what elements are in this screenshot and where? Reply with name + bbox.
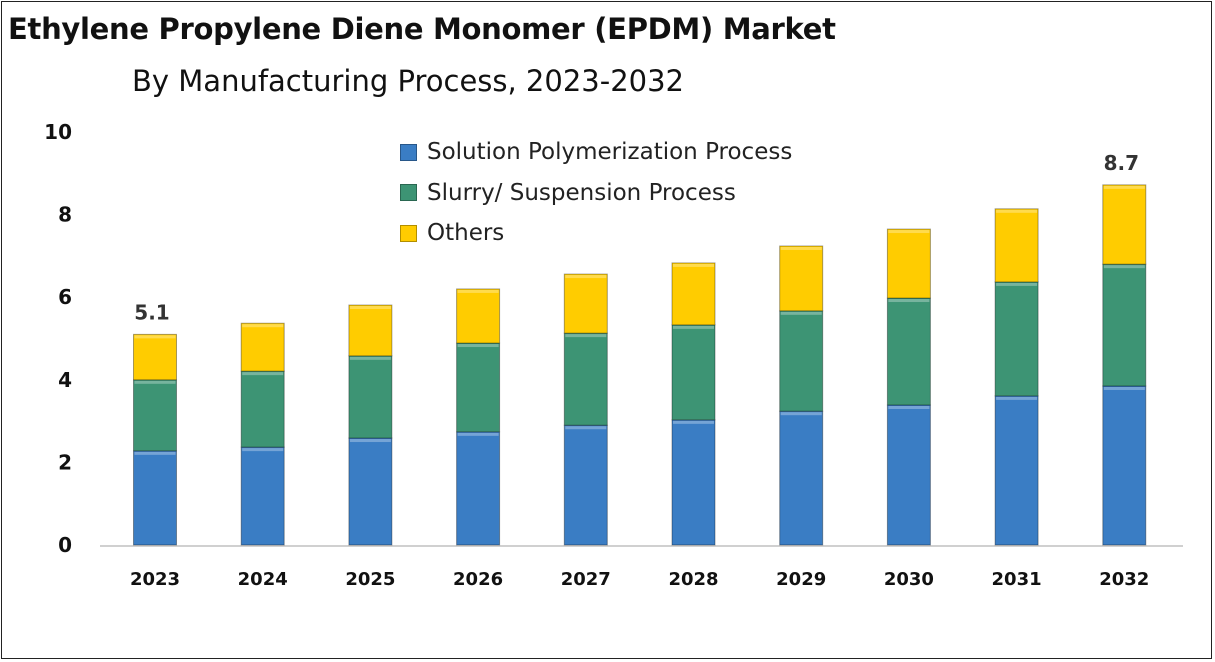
bar-bevel [565, 275, 607, 279]
bar-segment-solution-polymerization-process-2025 [348, 437, 393, 546]
y-tick-label: 0 [58, 533, 72, 557]
legend-item-solution: Solution Polymerization Process [400, 132, 792, 173]
bar-bevel [888, 299, 930, 303]
x-tick-label: 2032 [1099, 569, 1149, 590]
x-tick-label: 2027 [561, 569, 611, 590]
bar-segment-slurry-suspension-process-2028 [671, 324, 716, 421]
legend-label: Slurry/ Suspension Process [427, 179, 736, 206]
bar-bevel [673, 263, 714, 267]
bar-segment-others-2024 [240, 322, 285, 372]
bar-segment-slurry-suspension-process-2031 [994, 281, 1039, 397]
bar-bevel [349, 356, 391, 360]
bar-segment-others-2025 [348, 304, 393, 357]
bar-bevel [242, 448, 284, 452]
bar-bevel [242, 324, 284, 328]
legend: Solution Polymerization Process Slurry/ … [400, 132, 792, 254]
bar-bevel [242, 372, 284, 376]
y-tick-label: 2 [58, 450, 72, 474]
bar-bevel [134, 451, 176, 455]
bar-segment-slurry-suspension-process-2023 [133, 379, 177, 452]
x-tick-label: 2028 [668, 569, 718, 590]
bar-bevel [996, 396, 1038, 400]
bar-segment-others-2023 [133, 333, 177, 381]
bar-bevel [1103, 386, 1145, 390]
legend-swatch [400, 184, 417, 202]
x-tick-label: 2026 [453, 569, 503, 590]
y-tick-label: 8 [58, 203, 72, 227]
bar-segment-slurry-suspension-process-2027 [563, 332, 608, 426]
bar-segment-solution-polymerization-process-2028 [671, 419, 716, 546]
chart-subtitle: By Manufacturing Process, 2023-2032 [132, 64, 685, 98]
bar-segment-solution-polymerization-process-2030 [886, 404, 931, 546]
y-tick-label: 4 [58, 368, 72, 392]
legend-item-slurry: Slurry/ Suspension Process [400, 173, 792, 214]
bar-bevel [780, 311, 822, 315]
bar-segment-solution-polymerization-process-2032 [1102, 385, 1147, 546]
bar-segment-slurry-suspension-process-2024 [240, 370, 285, 448]
bar-bevel [996, 209, 1038, 213]
bar-bevel [349, 306, 391, 310]
data-label: 5.1 [134, 300, 169, 324]
bar-bevel [565, 334, 607, 338]
bar-segment-others-2027 [563, 273, 608, 334]
bar-bevel [457, 289, 499, 293]
bar-segment-slurry-suspension-process-2029 [779, 310, 824, 412]
x-tick-label: 2031 [992, 569, 1042, 590]
bar-bevel [673, 420, 714, 424]
x-tick-label: 2023 [130, 569, 180, 590]
bar-bevel [1103, 265, 1145, 269]
legend-swatch [400, 143, 417, 161]
data-label: 8.7 [1104, 151, 1139, 175]
bar-segment-solution-polymerization-process-2023 [133, 450, 177, 546]
bar-bevel [1103, 185, 1145, 189]
bar-segment-solution-polymerization-process-2029 [779, 410, 824, 546]
bar-segment-slurry-suspension-process-2032 [1102, 263, 1147, 387]
x-tick-label: 2029 [776, 569, 826, 590]
bar-segment-solution-polymerization-process-2026 [456, 431, 501, 546]
bar-segment-solution-polymerization-process-2031 [994, 395, 1039, 546]
bar-segment-solution-polymerization-process-2024 [240, 446, 285, 546]
legend-label: Solution Polymerization Process [427, 139, 793, 166]
x-tick-label: 2024 [238, 569, 288, 590]
bar-segment-others-2031 [994, 208, 1039, 283]
x-tick-label: 2025 [345, 569, 395, 590]
bar-segment-slurry-suspension-process-2030 [886, 297, 931, 406]
bar-bevel [565, 426, 607, 430]
bar-bevel [888, 230, 930, 234]
bar-bevel [349, 439, 391, 443]
bar-segment-others-2029 [779, 245, 824, 312]
bar-bevel [457, 432, 499, 436]
bar-bevel [457, 344, 499, 348]
bar-bevel [780, 412, 822, 416]
y-tick-label: 6 [58, 285, 72, 309]
y-tick-label: 10 [44, 120, 72, 144]
bar-bevel [134, 380, 176, 384]
bar-segment-slurry-suspension-process-2025 [348, 355, 393, 439]
bar-bevel [134, 335, 176, 339]
legend-item-others: Others [400, 213, 792, 254]
legend-label: Others [427, 220, 505, 247]
chart-title: Ethylene Propylene Diene Monomer (EPDM) … [8, 12, 836, 46]
x-tick-label: 2030 [884, 569, 934, 590]
bar-segment-others-2032 [1102, 184, 1147, 265]
bar-bevel [673, 325, 714, 329]
bar-bevel [888, 405, 930, 409]
bar-segment-others-2028 [671, 262, 716, 326]
bar-segment-solution-polymerization-process-2027 [563, 424, 608, 546]
bar-segment-others-2026 [456, 288, 501, 344]
legend-swatch [400, 224, 417, 242]
bar-segment-slurry-suspension-process-2026 [456, 342, 501, 433]
bar-bevel [780, 246, 822, 250]
bar-bevel [996, 282, 1038, 286]
bar-segment-others-2030 [886, 228, 931, 299]
